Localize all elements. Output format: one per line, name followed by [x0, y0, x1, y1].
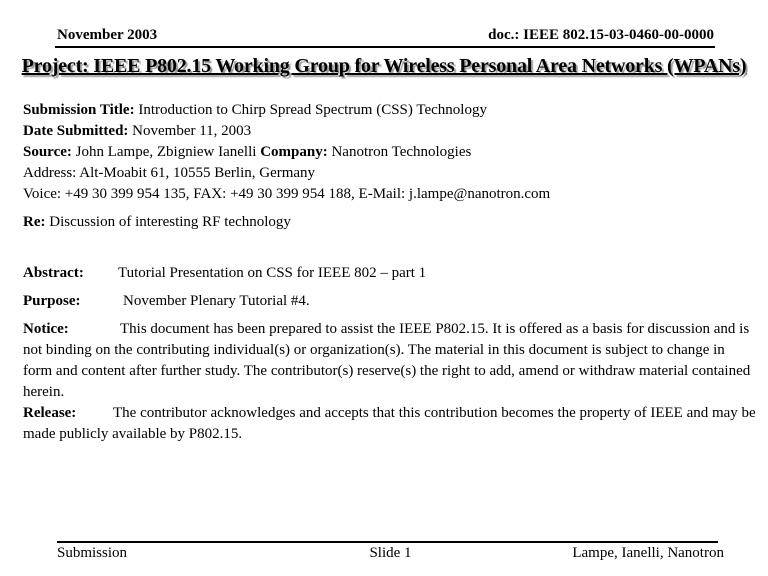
date-submitted-line: Date Submitted: November 11, 2003	[23, 121, 756, 142]
footer-submission-label: Submission	[57, 545, 128, 561]
submission-title-line: Submission Title: Introduction to Chirp …	[23, 100, 756, 121]
footer-authors: Lampe, Ianelli, Nanotron	[572, 545, 724, 561]
legal-block: Notice: This document has been prepared t…	[23, 319, 756, 445]
date-submitted-value: November 11, 2003	[132, 123, 252, 139]
footer: Submission Slide 1 Lampe, Ianelli, Nanot…	[57, 545, 724, 562]
purpose-block: Purpose: November Plenary Tutorial #4.	[23, 291, 756, 312]
source-company-line: Source: John Lampe, Zbigniew Ianelli Com…	[23, 142, 756, 163]
header-doc-number: doc.: IEEE 802.15-03-0460-00-0000	[488, 27, 714, 43]
header-date: November 2003	[57, 27, 158, 43]
source-value: John Lampe, Zbigniew Ianelli	[75, 144, 257, 160]
release-paragraph: Release: The contributor acknowledges and…	[23, 403, 756, 445]
re-label: Re:	[23, 214, 46, 230]
voice-line: Voice: +49 30 399 954 135, FAX: +49 30 3…	[23, 186, 551, 202]
company-value: Nanotron Technologies	[331, 144, 472, 160]
purpose-value: November Plenary Tutorial #4.	[123, 293, 310, 309]
submission-title-label: Submission Title:	[23, 102, 135, 118]
notice-paragraph: Notice: This document has been prepared t…	[23, 319, 756, 403]
abstract-line: Abstract: Tutorial Presentation on CSS fo…	[23, 263, 756, 284]
purpose-label: Purpose:	[23, 293, 81, 309]
notice-label: Notice:	[23, 321, 69, 337]
submission-title-value: Introduction to Chirp Spread Spectrum (C…	[138, 102, 487, 118]
header-divider	[55, 46, 715, 48]
purpose-line: Purpose: November Plenary Tutorial #4.	[23, 291, 756, 312]
release-label: Release:	[23, 405, 77, 421]
re-block: Re: Discussion of interesting RF technol…	[23, 212, 756, 233]
release-value: The contributor acknowledges and accepts…	[23, 405, 756, 442]
abstract-block: Abstract: Tutorial Presentation on CSS fo…	[23, 263, 756, 284]
company-label: Company:	[260, 144, 328, 160]
address-line: Address: Alt-Moabit 61, 10555 Berlin, Ge…	[23, 165, 316, 181]
footer-slide-number: Slide 1	[369, 545, 412, 561]
notice-value: This document has been prepared to assis…	[23, 321, 751, 400]
slide-title: Project: IEEE P802.15 Working Group for …	[21, 55, 747, 77]
contact-block: Submission Title: Introduction to Chirp …	[23, 100, 756, 205]
abstract-value: Tutorial Presentation on CSS for IEEE 80…	[118, 265, 427, 281]
abstract-label: Abstract:	[23, 265, 84, 281]
re-value: Discussion of interesting RF technology	[49, 214, 291, 230]
footer-divider	[57, 541, 718, 543]
re-line: Re: Discussion of interesting RF technol…	[23, 212, 756, 233]
header: November 2003 doc.: IEEE 802.15-03-0460-…	[57, 27, 714, 44]
date-submitted-label: Date Submitted:	[23, 123, 129, 139]
source-label: Source:	[23, 144, 72, 160]
